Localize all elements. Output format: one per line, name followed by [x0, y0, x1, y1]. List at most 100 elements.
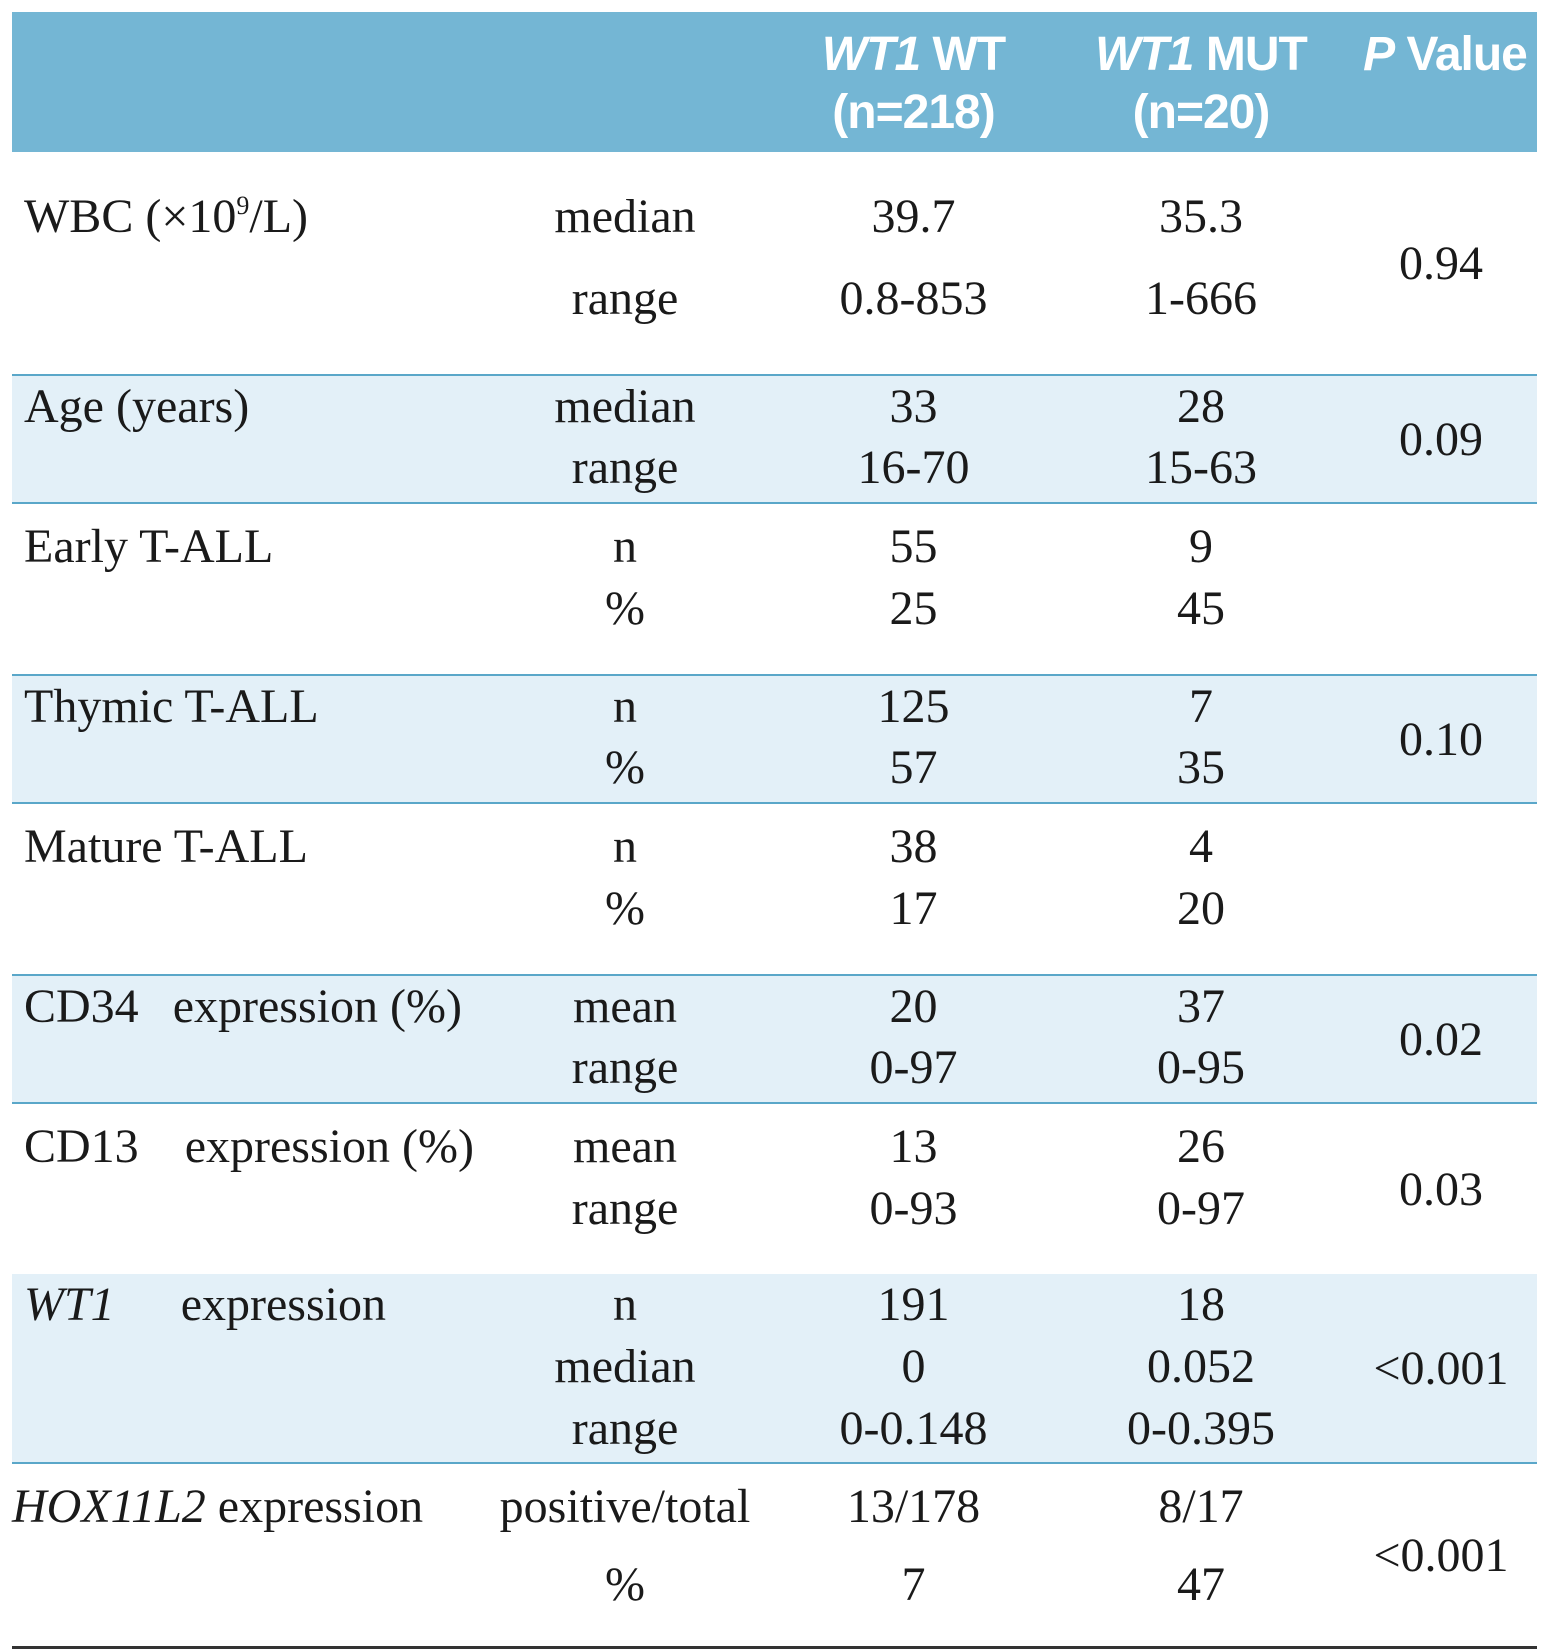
row-stats-wt1: n median range	[480, 1274, 770, 1463]
wt-value: 125	[877, 680, 950, 733]
mut-value: 4	[1189, 820, 1213, 873]
stat-label: range	[571, 272, 679, 325]
cd13-label-a: CD13	[24, 1120, 139, 1173]
table-row-early-tall: Early T-ALL n% 55 25 9 45	[12, 502, 1537, 675]
wt-value: 55	[889, 520, 938, 573]
cd34-label-a: CD34	[24, 980, 139, 1033]
wbc-label-pre: WBC (×10	[24, 190, 237, 243]
stat-label: n	[613, 1278, 637, 1331]
wt-value: 38	[889, 820, 938, 873]
row-stats-early: n%	[480, 502, 770, 675]
wt-value: 7	[901, 1558, 926, 1611]
header-row: WT1 WT (n=218) WT1 MUT (n=20) P Value	[12, 12, 1537, 152]
mature-label: Mature T-ALL	[24, 820, 308, 873]
row-stats-cd34: mean range	[480, 974, 770, 1103]
stat-label: %	[605, 882, 645, 935]
row-p-mature	[1345, 802, 1537, 975]
stat-label: median	[554, 190, 696, 243]
stat-label: mean	[573, 980, 677, 1033]
row-label-thymic: Thymic T-ALL	[12, 674, 480, 803]
wbc-label-post: /L)	[249, 190, 309, 243]
stat-label: mean	[573, 1120, 677, 1173]
table-row-cd34: CD34 expression (%) mean range 20 0-97 37 0-…	[12, 974, 1537, 1103]
header-wt-rest: WT	[920, 28, 1007, 81]
row-wt-cd13: 13 0-93	[770, 1102, 1057, 1274]
row-mut-cd13: 26 0-97	[1057, 1102, 1345, 1274]
mut-value: 28	[1177, 380, 1225, 433]
row-mut-hox: 8/17 47	[1057, 1462, 1345, 1649]
row-p-cd13: 0.03	[1345, 1102, 1537, 1274]
wt-value: 39.7	[871, 190, 956, 243]
header-mut-gene: WT1	[1095, 28, 1194, 81]
wt-value: 0	[901, 1340, 926, 1393]
row-mut-early: 9 45	[1057, 502, 1345, 675]
row-label-age: Age (years)	[12, 374, 480, 503]
row-wt-mature: 38 17	[770, 802, 1057, 975]
wt-value: 0-93	[869, 1182, 958, 1235]
row-wt-age: 33 16-70	[770, 374, 1057, 503]
row-label-cd34: CD34 expression (%)	[12, 974, 480, 1103]
stat-label: range	[571, 1182, 679, 1235]
mut-value: 0.052	[1147, 1340, 1255, 1393]
row-label-mature: Mature T-ALL	[12, 802, 480, 975]
stat-label: %	[605, 582, 645, 635]
header-mut-n: (n=20)	[1132, 86, 1271, 139]
header-wt1-wt: WT1 WT (n=218)	[770, 12, 1057, 152]
stat-label: positive/total	[499, 1480, 751, 1533]
row-p-cd34: 0.02	[1345, 974, 1537, 1103]
mut-value: 0-97	[1157, 1182, 1245, 1235]
table-row-wt1-expression: WT1 expression n median range 191 0 0-0.148 1…	[12, 1274, 1537, 1463]
wt-value: 13	[889, 1120, 938, 1173]
hox-label-b: expression	[205, 1480, 424, 1533]
row-stats-thymic: n%	[480, 674, 770, 803]
row-stats-mature: n%	[480, 802, 770, 975]
row-mut-mature: 4 20	[1057, 802, 1345, 975]
header-mut-rest: MUT	[1193, 28, 1308, 81]
results-table-container: WT1 WT (n=218) WT1 MUT (n=20) P Value WB…	[12, 12, 1537, 1649]
wt-value: 17	[889, 882, 938, 935]
row-wt-thymic: 125 57	[770, 674, 1057, 803]
wt-value: 0.8-853	[839, 272, 988, 325]
stat-label: median	[554, 1340, 696, 1393]
thymic-label: Thymic T-ALL	[24, 680, 319, 733]
wt1-label-a: WT1	[24, 1278, 115, 1331]
mut-value: 0-95	[1157, 1041, 1245, 1094]
mut-value: 47	[1177, 1558, 1225, 1611]
age-label: Age (years)	[24, 380, 250, 433]
stat-label: n	[613, 520, 637, 573]
stat-label: %	[605, 1558, 645, 1611]
header-p-rest: Value	[1394, 28, 1527, 81]
wt1-characteristics-table: WT1 WT (n=218) WT1 MUT (n=20) P Value WB…	[12, 12, 1537, 1649]
row-mut-age: 28 15-63	[1057, 374, 1345, 503]
row-p-early	[1345, 502, 1537, 675]
stat-label: n	[613, 680, 637, 733]
wt-value: 20	[889, 980, 938, 1033]
row-label-wt1: WT1 expression	[12, 1274, 480, 1463]
table-row-cd13: CD13 expression (%) mean range 13 0-93 26 0-…	[12, 1102, 1537, 1274]
table-row-mature-tall: Mature T-ALL n% 38 17 4 20	[12, 802, 1537, 975]
row-stats-wbc: median range	[480, 152, 770, 375]
mut-value: 20	[1177, 882, 1225, 935]
row-mut-thymic: 7 35	[1057, 674, 1345, 803]
row-label-early: Early T-ALL	[12, 502, 480, 675]
mut-value: 1-666	[1145, 272, 1257, 325]
stat-label: range	[571, 441, 679, 494]
mut-value: 45	[1177, 582, 1225, 635]
wt-value: 57	[889, 741, 938, 794]
mut-value: 37	[1177, 980, 1225, 1033]
row-mut-wbc: 35.3 1-666	[1057, 152, 1345, 375]
mut-value: 15-63	[1145, 441, 1257, 494]
mut-value: 35.3	[1159, 190, 1243, 243]
stat-label: n	[613, 820, 637, 873]
mut-value: 0-0.395	[1127, 1402, 1275, 1455]
mut-value: 8/17	[1158, 1480, 1244, 1533]
header-empty-stat	[480, 12, 770, 152]
header-empty-label	[12, 12, 480, 152]
header-wt-gene: WT1	[821, 28, 921, 81]
header-wt-n: (n=218)	[832, 86, 995, 139]
row-label-cd13: CD13 expression (%)	[12, 1102, 480, 1274]
row-mut-cd34: 37 0-95	[1057, 974, 1345, 1103]
wbc-label-sup: 9	[236, 191, 250, 220]
mut-value: 18	[1177, 1278, 1225, 1331]
row-p-hox: <0.001	[1345, 1462, 1537, 1649]
